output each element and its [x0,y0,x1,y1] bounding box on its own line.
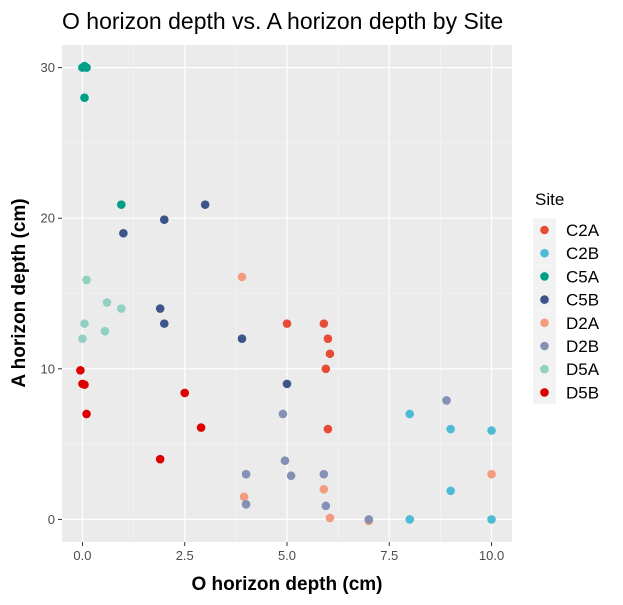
legend-label-c5b: C5B [566,291,599,310]
data-point-d5b [82,409,91,419]
data-point-c5b [159,215,169,225]
y-axis-ticks: 0 10 20 30 [41,60,62,527]
legend-key-d2b [540,341,549,351]
data-point-c2b [405,409,415,419]
legend-label-d2a: D2A [566,314,600,333]
y-axis-title: A horizon depth (cm) [9,198,30,387]
legend-label-c5a: C5A [566,267,600,286]
data-point-d2b [286,471,296,481]
data-point-d5a [82,275,91,285]
data-point-d5b [180,388,190,398]
legend-label-d5b: D5B [566,383,599,402]
data-point-d5b [196,423,206,432]
x-tick-label: 2.5 [176,548,194,563]
y-tick-label: 10 [41,361,55,376]
data-point-c5b [159,319,169,328]
legend-title: Site [535,190,564,209]
data-point-c5a [80,93,89,103]
legend-key-c2a [540,225,549,235]
legend-key-c5a [540,272,549,281]
x-tick-label: 0.0 [73,548,91,563]
data-point-c5b [119,228,128,238]
x-tick-label: 5.0 [278,548,296,563]
x-axis-ticks: 0.0 2.5 5.0 7.5 10.0 [73,542,504,563]
data-point-d2b [321,501,331,511]
data-point-d2a [319,484,329,494]
data-point-d2a [487,469,496,479]
data-point-d5a [78,334,87,343]
data-point-c2a [325,349,335,359]
data-point-c5b [282,379,292,389]
legend-label-d5a: D5A [566,360,600,379]
x-axis-title: O horizon depth (cm) [191,574,382,595]
data-point-d2b [442,396,451,405]
data-point-c5b [155,304,165,313]
legend: Site C2A C2B C5A C5B D2A D2B D5A D5B [533,190,600,404]
data-point-c2b [487,426,496,435]
data-point-d2a [237,272,247,282]
x-tick-label: 10.0 [479,548,504,563]
data-point-d5a [100,326,110,336]
legend-label-d2b: D2B [566,337,599,356]
data-point-c5b [237,334,247,343]
data-point-c2a [319,319,329,328]
data-point-d5b [80,380,89,389]
legend-key-c2b [540,248,549,258]
data-point-d5a [117,304,126,313]
y-tick-label: 0 [48,512,55,527]
legend-items: C2A C2B C5A C5B D2A D2B D5A D5B [533,218,600,404]
data-point-c2a [282,319,292,328]
data-point-d2b [241,469,251,479]
legend-key-d5b [540,388,549,397]
data-point-d2b [364,515,374,524]
data-point-d2a [325,513,335,523]
y-tick-label: 30 [41,60,55,75]
data-point-d2b [280,456,290,465]
legend-key-c5b [540,295,549,304]
chart-title: O horizon depth vs. A horizon depth by S… [62,8,503,34]
data-point-d5b [155,454,165,464]
data-point-c2a [323,424,333,434]
data-point-d5b [76,366,85,375]
y-tick-label: 20 [41,211,55,226]
data-point-c2b [405,515,415,524]
data-point-c2a [323,334,333,343]
data-point-c5a [82,63,91,72]
data-point-d2b [241,500,251,509]
data-point-d2a [239,492,249,502]
x-tick-label: 7.5 [380,548,398,563]
data-point-d2b [278,409,288,419]
data-point-c2b [446,424,455,434]
data-point-d2b [319,469,329,479]
legend-label-c2a: C2A [566,221,600,240]
legend-label-c2b: C2B [566,244,599,263]
data-point-c2b [487,515,496,524]
legend-key-d2a [540,318,549,328]
data-point-c5b [200,200,210,209]
data-point-c5a [117,200,126,209]
data-point-c2b [446,486,455,496]
legend-key-d5a [540,364,549,374]
data-point-d5a [102,298,112,307]
data-point-c2a [321,364,331,374]
data-points [76,61,496,526]
data-point-d5a [80,319,89,328]
